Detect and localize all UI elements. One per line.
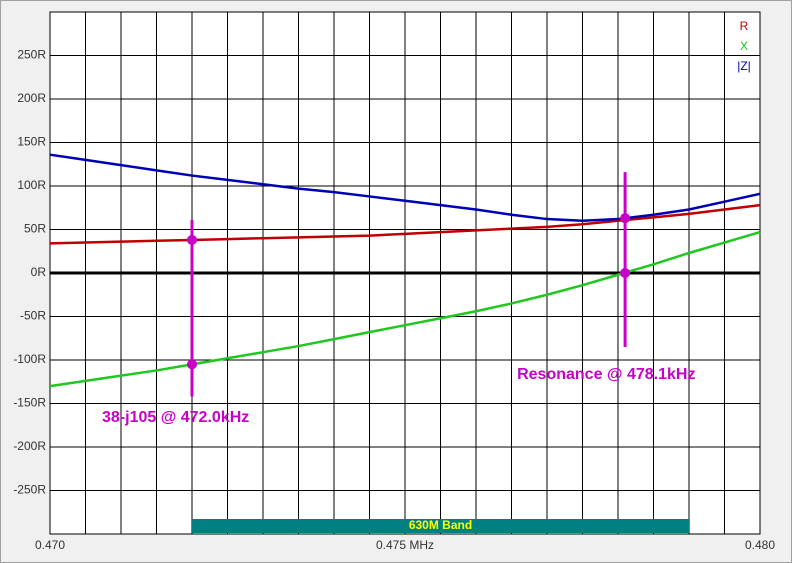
y-tick-label: -50R (20, 309, 46, 323)
y-tick-label: -200R (13, 439, 46, 453)
y-tick-label: 50R (24, 222, 46, 236)
marker-dot (620, 268, 631, 278)
y-tick-label: 250R (17, 48, 46, 62)
y-tick-label: 200R (17, 91, 46, 105)
y-tick-label: -100R (13, 352, 46, 366)
marker-dot (187, 234, 197, 245)
marker-dot (187, 359, 197, 370)
y-tick-label: 0R (31, 265, 47, 279)
legend-label: X (740, 39, 748, 53)
marker-label: 38-j105 @ 472.0kHz (102, 409, 249, 426)
legend-label: |Z| (737, 59, 751, 73)
y-tick-label: 150R (17, 135, 46, 149)
legend-label: R (740, 19, 749, 33)
series-line (49, 230, 761, 388)
x-tick-label: 0.470 (35, 538, 65, 552)
y-tick-label: -250R (13, 483, 46, 497)
marker-label: Resonance @ 478.1kHz (517, 366, 695, 383)
marker-dot (620, 213, 631, 224)
x-tick-label: 0.480 (745, 538, 775, 552)
band (192, 519, 689, 533)
series-line (49, 203, 761, 245)
series-line (49, 153, 761, 223)
y-tick-label: 100R (17, 178, 46, 192)
y-tick-label: -150R (13, 396, 46, 410)
band-label: 630M Band (409, 518, 472, 532)
x-tick-label: 0.475 MHz (376, 538, 434, 552)
